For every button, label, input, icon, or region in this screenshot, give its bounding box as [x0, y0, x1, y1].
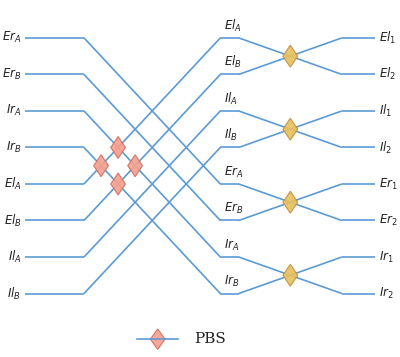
Polygon shape [283, 191, 298, 213]
Text: $Ir_2$: $Ir_2$ [379, 286, 394, 301]
Text: $Er_A$: $Er_A$ [224, 165, 243, 180]
Text: $El_B$: $El_B$ [224, 54, 242, 70]
Text: $Ir_1$: $Ir_1$ [379, 250, 394, 265]
Text: $El_B$: $El_B$ [4, 212, 21, 228]
Text: $Ir_A$: $Ir_A$ [6, 104, 21, 119]
Text: $Er_B$: $Er_B$ [224, 201, 243, 216]
Polygon shape [283, 264, 298, 286]
Text: $Er_B$: $Er_B$ [2, 67, 21, 82]
Text: $El_A$: $El_A$ [224, 17, 242, 34]
Polygon shape [283, 45, 298, 67]
Text: $Ir_B$: $Ir_B$ [224, 274, 240, 289]
Text: $El_1$: $El_1$ [379, 30, 396, 46]
Text: $Il_B$: $Il_B$ [224, 127, 238, 143]
Polygon shape [283, 118, 298, 140]
Text: $Il_A$: $Il_A$ [8, 249, 21, 265]
Text: $Il_B$: $Il_B$ [8, 286, 21, 302]
Text: PBS: PBS [194, 332, 226, 346]
Text: $Il_2$: $Il_2$ [379, 140, 392, 156]
Text: $Ir_B$: $Ir_B$ [6, 140, 21, 155]
Text: $Il_1$: $Il_1$ [379, 103, 392, 119]
Text: $Il_A$: $Il_A$ [224, 90, 238, 106]
Text: $El_2$: $El_2$ [379, 66, 396, 82]
Text: $Er_2$: $Er_2$ [379, 213, 397, 228]
Text: $Er_A$: $Er_A$ [2, 30, 21, 45]
Text: $Er_1$: $Er_1$ [379, 176, 398, 191]
Polygon shape [111, 173, 126, 195]
Text: $Ir_A$: $Ir_A$ [224, 237, 239, 253]
Polygon shape [150, 329, 165, 350]
Polygon shape [111, 136, 126, 159]
Polygon shape [128, 155, 142, 177]
Polygon shape [94, 155, 108, 177]
Text: $El_A$: $El_A$ [4, 176, 21, 192]
